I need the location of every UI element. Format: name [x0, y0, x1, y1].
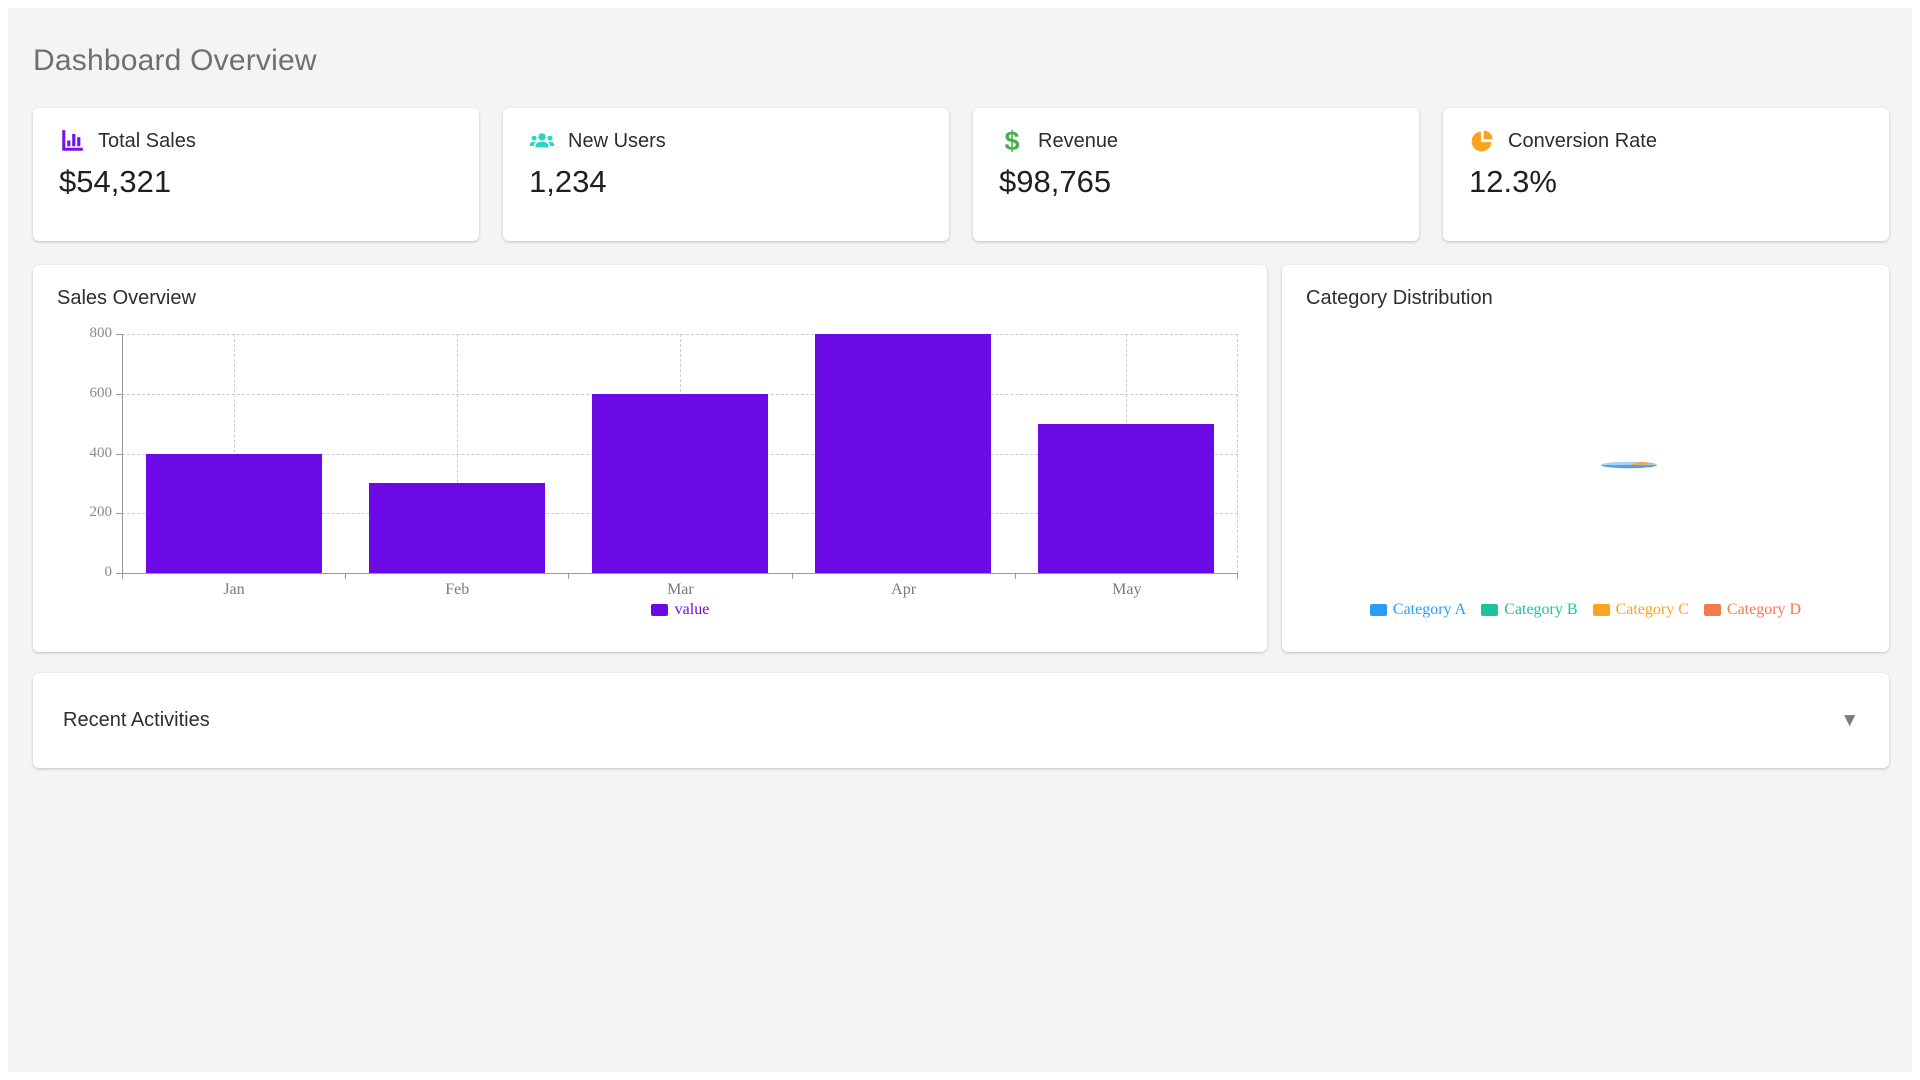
x-axis-line [122, 573, 1238, 574]
stat-head: Total Sales [59, 128, 453, 154]
pie-chart[interactable] [1599, 457, 1659, 469]
x-axis-label: Mar [667, 581, 694, 598]
y-axis-label: 0 [104, 564, 113, 580]
x-axis-tick [122, 574, 123, 579]
legend-label: Category D [1726, 601, 1802, 618]
x-axis-tick [568, 574, 570, 579]
x-axis-label: May [1112, 581, 1142, 598]
bar-may[interactable] [1038, 423, 1215, 573]
stat-head: $ Revenue [999, 126, 1393, 156]
legend-swatch [1481, 604, 1499, 616]
caret-down-icon[interactable]: ▼ [1840, 710, 1859, 731]
category-distribution-card: Category Distribution Category A Category… [1282, 265, 1889, 652]
sales-overview-card: Sales Overview 0 200 400 600 800 Jan Feb Mar Apr… [33, 265, 1267, 652]
stat-head: Conversion Rate [1469, 128, 1863, 154]
sales-chart-title: Sales Overview [57, 287, 196, 309]
legend-label: Category C [1615, 601, 1689, 618]
bar-feb[interactable] [368, 483, 545, 573]
x-axis-label: Apr [891, 581, 917, 598]
pie-legend-item[interactable]: Category A [1369, 601, 1467, 619]
y-axis-tick [116, 573, 122, 574]
pie-legend-item[interactable]: Category D [1703, 601, 1802, 619]
category-chart-title: Category Distribution [1306, 287, 1493, 309]
legend-swatch [1703, 604, 1721, 616]
stat-value: 12.3% [1469, 164, 1557, 199]
dashboard-page: Dashboard Overview Total Sales $54,321 [8, 8, 1912, 1072]
bar-jan[interactable] [145, 453, 322, 573]
stat-label: New Users [568, 129, 666, 152]
stat-card-total-sales: Total Sales $54,321 [33, 108, 479, 241]
stat-label: Revenue [1038, 129, 1119, 152]
bar-mar[interactable] [592, 393, 768, 573]
y-axis-tick [116, 334, 122, 335]
stat-card-conversion-rate: Conversion Rate 12.3% [1443, 108, 1889, 241]
sales-bar-chart: 0 200 400 600 800 Jan Feb Mar Apr May [90, 325, 1238, 598]
y-axis-tick [116, 453, 122, 455]
page-title: Dashboard Overview [33, 44, 317, 77]
stat-value: $54,321 [59, 164, 172, 199]
x-axis-tick [1014, 574, 1016, 579]
users-icon [529, 128, 555, 154]
stats-row: Total Sales $54,321 New Users [33, 108, 1889, 241]
y-axis-line [122, 334, 123, 573]
legend-swatch [1592, 604, 1610, 616]
legend-swatch [1369, 604, 1387, 616]
x-axis-label: Feb [445, 581, 470, 598]
x-axis-label: Jan [223, 581, 245, 598]
legend-swatch [650, 604, 668, 616]
y-axis-label: 800 [89, 325, 113, 341]
stat-label: Conversion Rate [1508, 129, 1657, 152]
y-axis-label: 400 [89, 444, 113, 461]
stat-label: Total Sales [98, 129, 196, 152]
x-axis-tick [345, 574, 347, 579]
y-axis-label: 200 [89, 504, 113, 521]
stat-head: New Users [529, 128, 923, 154]
legend-label: value [674, 601, 710, 618]
dollar-icon: $ [1004, 126, 1020, 156]
x-axis-tick [791, 574, 793, 579]
charts-row: Sales Overview 0 200 400 600 800 Jan Feb Mar Apr… [33, 265, 1889, 652]
stat-card-revenue: $ Revenue $98,765 [973, 108, 1419, 241]
bar-chart-icon [59, 128, 85, 154]
y-axis-tick [116, 393, 122, 395]
gridline [456, 334, 458, 573]
y-axis-label: 600 [89, 384, 113, 401]
pie-legend-item[interactable]: Category C [1592, 601, 1689, 619]
x-axis-tick [1237, 574, 1238, 579]
pie-chart-legend: Category A Category B Category C Category D [1282, 601, 1889, 619]
legend-label: Category A [1392, 601, 1467, 618]
stat-value: $98,765 [999, 164, 1112, 199]
recent-activities-title: Recent Activities [63, 709, 210, 731]
gridline [1237, 334, 1238, 573]
bar-apr[interactable] [815, 334, 992, 573]
pie-legend-item[interactable]: Category B [1481, 601, 1578, 619]
legend-label: Category B [1504, 601, 1578, 618]
stat-value: 1,234 [529, 164, 607, 199]
pie-chart-icon [1469, 128, 1495, 154]
bar-chart-legend[interactable]: value [122, 601, 1238, 619]
recent-activities-header[interactable]: Recent Activities ▼ [33, 673, 1889, 768]
stat-card-new-users: New Users 1,234 [503, 108, 949, 241]
y-axis-tick [116, 513, 122, 515]
